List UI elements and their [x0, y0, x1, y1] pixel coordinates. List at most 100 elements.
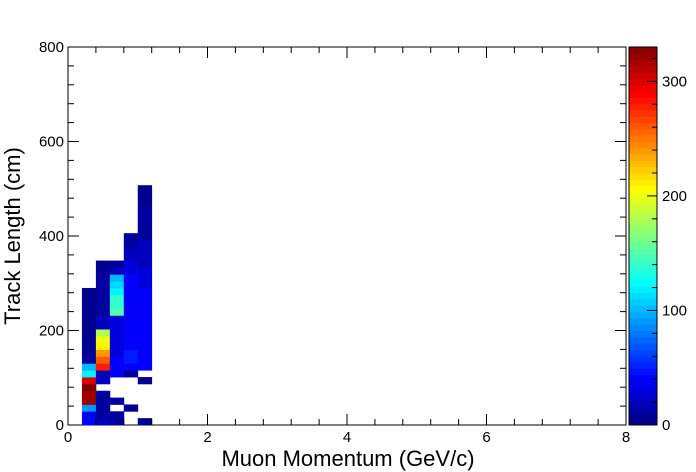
heatmap-cell: [137, 335, 153, 344]
heatmap-cell: [81, 301, 97, 309]
heatmap-cell: [81, 370, 97, 378]
heatmap-cell: [81, 356, 97, 364]
heatmap-cell: [123, 308, 139, 316]
heatmap-cell: [109, 418, 125, 426]
y-tick-label: 400: [39, 228, 64, 245]
heatmap-cell: [95, 274, 111, 282]
colorbar-segment: [629, 204, 657, 212]
heatmap-cell: [81, 411, 97, 419]
heatmap-cell: [137, 192, 153, 200]
colorbar-tick-label: 200: [662, 188, 687, 205]
heatmap-cell: [81, 397, 97, 405]
y-axis-title: Track Length (cm): [0, 147, 25, 325]
colorbar-segment: [629, 343, 657, 350]
heatmap-cell: [109, 260, 125, 268]
heatmap-cell: [95, 308, 111, 316]
heatmap-cell: [81, 342, 97, 351]
colorbar-segment: [629, 179, 657, 187]
colorbar-segment: [629, 292, 657, 300]
heatmap-cell: [123, 267, 139, 275]
heatmap-cell: [95, 404, 111, 412]
heatmap-cell: [109, 363, 125, 371]
x-tick-label: 8: [622, 429, 630, 446]
heatmap-cell: [109, 329, 125, 337]
heatmap-cell: [137, 342, 153, 351]
heatmap-cells: [81, 185, 153, 426]
heatmap-cell: [137, 205, 153, 214]
heatmap-cell: [123, 356, 139, 364]
colorbar-segment: [629, 59, 657, 67]
heatmap-cell: [81, 390, 97, 398]
colorbar-segment: [629, 47, 657, 54]
heatmap-cell: [109, 267, 125, 275]
heatmap-cell: [123, 260, 139, 268]
heatmap-cell: [81, 363, 97, 371]
heatmap-cell: [81, 315, 97, 323]
colorbar-segment: [629, 336, 657, 344]
colorbar-segment: [629, 355, 657, 363]
heatmap-cell: [81, 383, 97, 392]
heatmap-cell: [95, 281, 111, 289]
heatmap-cell: [137, 356, 153, 364]
colorbar-segment: [629, 154, 657, 161]
colorbar-tick-label: 300: [662, 73, 687, 90]
heatmap-cell: [123, 240, 139, 248]
heatmap-cell: [81, 308, 97, 316]
colorbar: 0 100 200 300: [628, 46, 687, 434]
colorbar-segment: [629, 236, 657, 243]
colorbar-segment: [629, 160, 657, 168]
heatmap-cell: [137, 233, 153, 241]
colorbar-segment: [629, 166, 657, 174]
heatmap-cell: [137, 377, 153, 385]
heatmap-cell: [95, 322, 111, 330]
colorbar-segment: [629, 387, 657, 394]
colorbar-segment: [629, 273, 657, 281]
heatmap-cell: [95, 329, 111, 337]
heatmap-cell: [95, 418, 111, 426]
colorbar-segment: [629, 210, 657, 218]
colorbar-segment: [629, 317, 657, 325]
heatmap-cell: [123, 287, 139, 296]
colorbar-segment: [629, 324, 657, 331]
colorbar-segment: [629, 147, 657, 155]
x-axis-title: Muon Momentum (GeV/c): [221, 446, 474, 471]
heatmap-cell: [95, 397, 111, 405]
heatmap-cell: [81, 329, 97, 337]
colorbar-tick-label: 100: [662, 302, 687, 319]
heatmap-cell: [81, 404, 97, 412]
heatmap-cell: [123, 246, 139, 255]
heatmap-cell: [137, 329, 153, 337]
heatmap-cell: [123, 301, 139, 309]
plot-frame: [67, 46, 627, 426]
colorbar-segment: [629, 72, 657, 79]
heatmap-cell: [123, 363, 139, 371]
colorbar-segment: [629, 97, 657, 105]
heatmap-cell: [123, 329, 139, 337]
colorbar-segment: [629, 280, 657, 287]
colorbar-segment: [629, 229, 657, 237]
heatmap-cell: [123, 335, 139, 344]
y-tick-label: 200: [39, 323, 64, 340]
heatmap-cell: [137, 418, 153, 426]
heatmap-cell: [137, 287, 153, 296]
heatmap-cell: [123, 342, 139, 351]
heatmap-cell: [95, 370, 111, 378]
heatmap-cell: [137, 246, 153, 255]
heatmap-cell: [123, 274, 139, 282]
heatmap-cell: [137, 198, 153, 207]
colorbar-segment: [629, 393, 657, 401]
heatmap-cell: [137, 267, 153, 275]
colorbar-frame: [628, 46, 658, 426]
heatmap-cell: [137, 308, 153, 316]
heatmap-cell: [95, 377, 111, 385]
heatmap-cell: [81, 294, 97, 303]
colorbar-segment: [629, 53, 657, 61]
heatmap-cell: [137, 363, 153, 371]
heatmap-cell: [137, 301, 153, 309]
heatmap-cell: [137, 226, 153, 234]
heatmap-cell: [123, 315, 139, 323]
heatmap-cell: [137, 219, 153, 227]
colorbar-segment: [629, 91, 657, 98]
heatmap-cell: [95, 342, 111, 351]
